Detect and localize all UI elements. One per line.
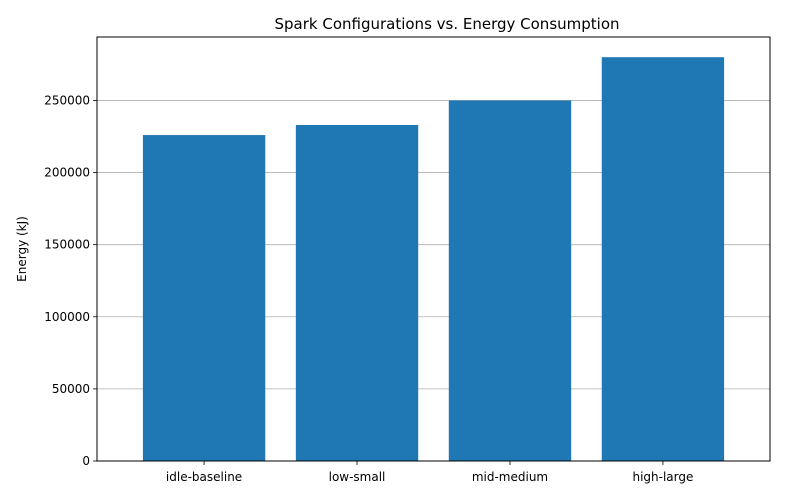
bar-mid-medium: [448, 100, 572, 461]
x-tick-label: idle-baseline: [166, 470, 242, 484]
y-tick-label: 0: [82, 454, 90, 468]
axes: [96, 36, 771, 462]
bar-low-small: [295, 124, 419, 462]
plot-frame: [96, 36, 771, 462]
x-tick-label: low-small: [329, 470, 386, 484]
y-tick-label: 50000: [52, 382, 90, 396]
y-tick-label: 250000: [44, 93, 90, 107]
bar-high-large: [601, 57, 725, 461]
x-tick-label: mid-medium: [472, 470, 548, 484]
bars: [142, 57, 725, 462]
y-axis-label: Energy (kJ): [15, 216, 29, 282]
chart-title: Spark Configurations vs. Energy Consumpt…: [274, 15, 619, 33]
y-tick-label: 200000: [44, 166, 90, 180]
y-tick-label: 100000: [44, 310, 90, 324]
x-tick-label: high-large: [632, 470, 693, 484]
bar-idle-baseline: [142, 135, 266, 461]
x-ticks: idle-baseline low-small mid-medium high-lar…: [166, 461, 693, 484]
y-ticks: 0 50000 100000 150000 200000 250000: [44, 93, 97, 468]
y-tick-label: 150000: [44, 238, 90, 252]
